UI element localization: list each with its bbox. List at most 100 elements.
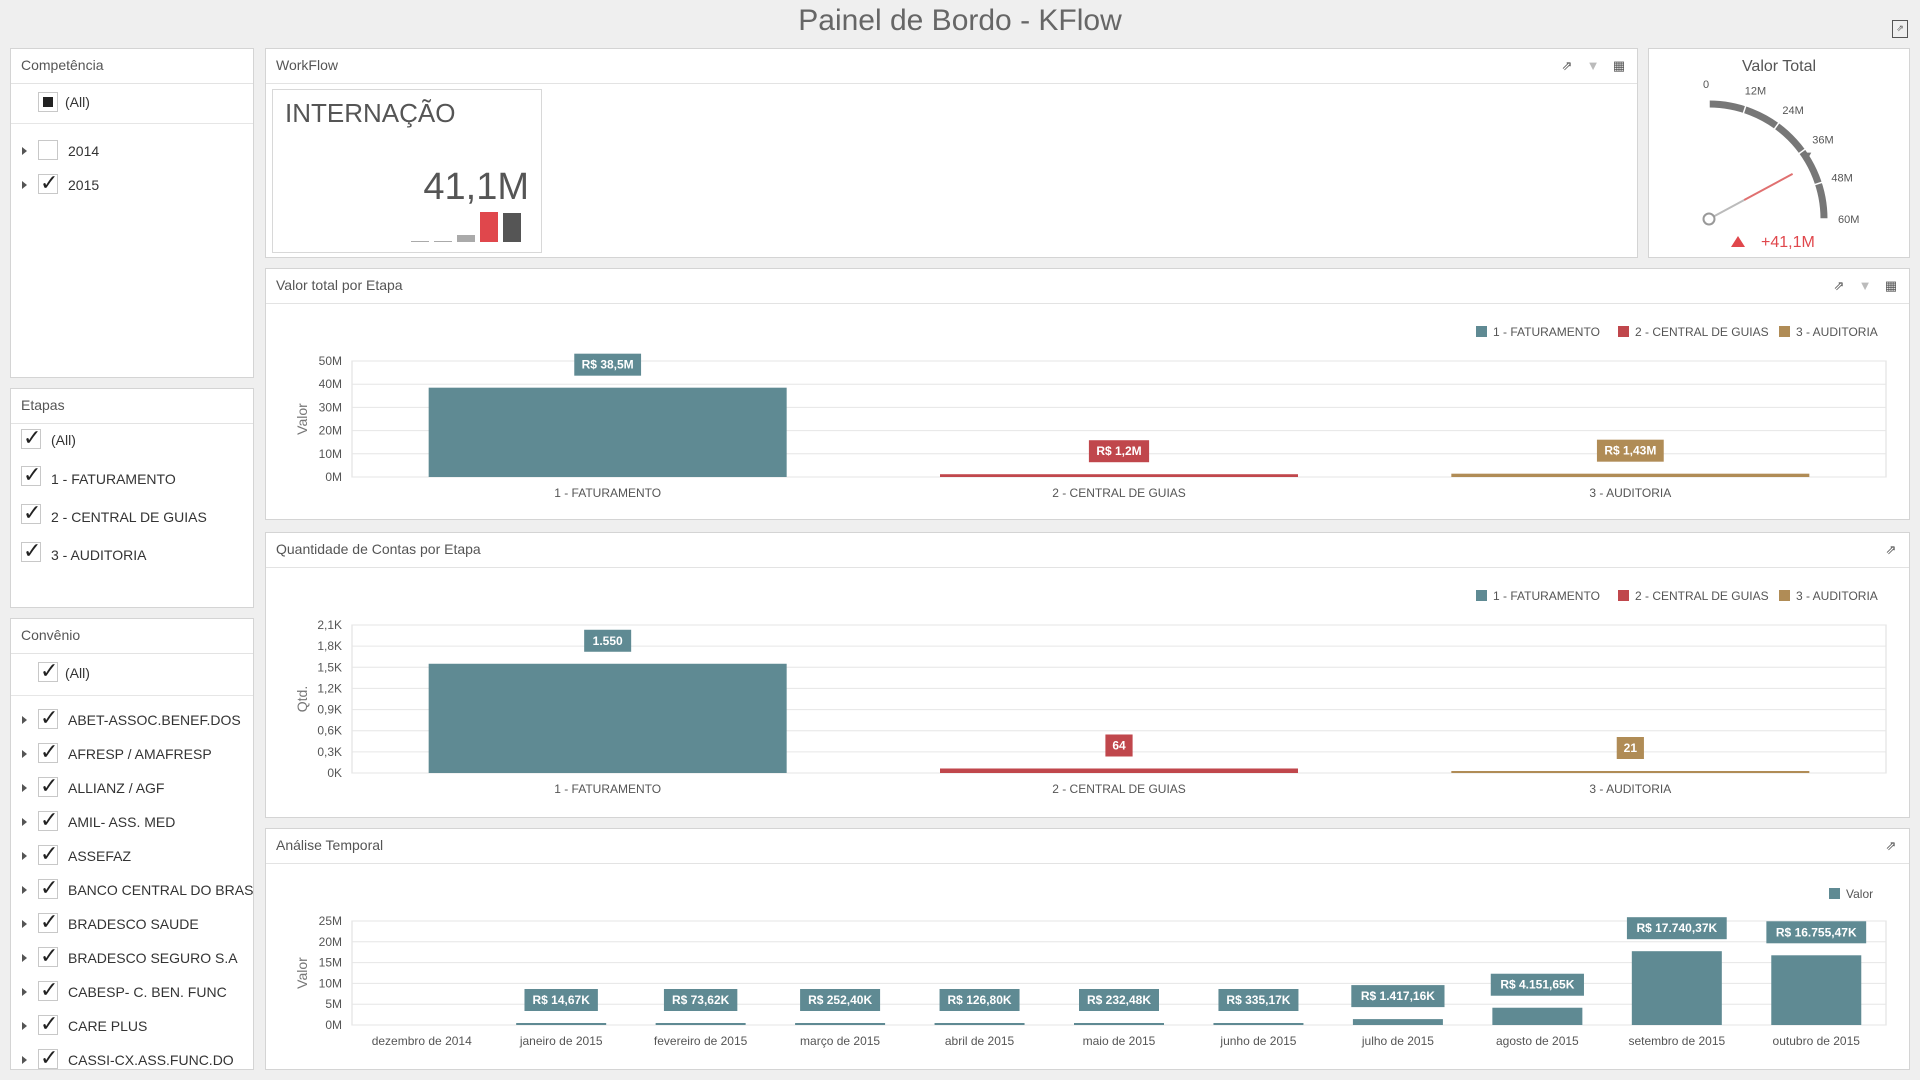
x-tick-label: 2 - CENTRAL DE GUIAS <box>1052 782 1186 796</box>
gauge-title: Valor Total <box>1741 58 1817 75</box>
y-axis-label: Qtd. <box>294 686 310 712</box>
legend-auditoria[interactable]: 3 - AUDITORIA <box>1779 589 1878 603</box>
competencia-2015-label: 2015 <box>68 177 100 193</box>
export-icon[interactable]: ⇗ <box>1561 58 1573 73</box>
etapas-all-checkbox[interactable] <box>21 426 41 451</box>
convenio-checkbox[interactable] <box>38 808 58 833</box>
etapa-central-checkbox[interactable] <box>21 501 41 526</box>
competencia-2014-label: 2014 <box>68 143 100 159</box>
y-tick-label: 10M <box>319 447 342 461</box>
convenio-checkbox[interactable] <box>38 740 58 765</box>
expand-convenio-icon[interactable] <box>22 988 27 996</box>
filter-icon[interactable]: ▼ <box>1858 278 1872 293</box>
grid-view-icon[interactable]: ▦ <box>1612 58 1626 73</box>
convenio-checkbox[interactable] <box>38 978 58 1003</box>
convenio-title: Convênio <box>21 627 81 643</box>
convenio-all-checkbox[interactable] <box>38 659 58 684</box>
convenio-label: BRADESCO SAUDE <box>68 916 199 932</box>
etapas-filter: Etapas (All) 1 - FATURAMENTO 2 - CENTRAL… <box>10 388 254 608</box>
legend-valor[interactable]: Valor <box>1829 887 1873 901</box>
temporal-panel: Análise Temporal ⇗ Valor 0M 5M 10M 15M 20M 25… <box>265 828 1910 1070</box>
export-icon[interactable]: ⇗ <box>1833 278 1845 293</box>
export-dashboard-icon[interactable]: ⇗ <box>1892 20 1908 38</box>
bar <box>1451 771 1810 773</box>
convenio-label: AFRESP / AMAFRESP <box>68 746 212 762</box>
bar <box>1631 951 1722 1025</box>
expand-2015-icon[interactable] <box>22 181 27 189</box>
etapa-auditoria-checkbox[interactable] <box>21 539 41 564</box>
expand-convenio-icon[interactable] <box>22 1022 27 1030</box>
convenio-label: ASSEFAZ <box>68 848 132 864</box>
bar <box>516 1023 607 1025</box>
expand-convenio-icon[interactable] <box>22 852 27 860</box>
x-tick-label: fevereiro de 2015 <box>654 1034 748 1048</box>
convenio-checkbox[interactable] <box>38 1012 58 1037</box>
gauge: 0 12M 24M 36M 48M 60M +41,1M <box>1702 79 1859 251</box>
gauge-tick <box>1798 148 1806 155</box>
x-tick-label: junho de 2015 <box>1219 1034 1296 1048</box>
gauge-needle-value <box>1743 173 1794 201</box>
expand-convenio-icon[interactable] <box>22 954 27 962</box>
data-label: R$ 126,80K <box>948 993 1012 1007</box>
expand-convenio-icon[interactable] <box>22 1056 27 1064</box>
data-label: R$ 232,48K <box>1087 993 1151 1007</box>
competencia-all-checkbox[interactable] <box>38 92 58 112</box>
data-label-box <box>1218 989 1299 1011</box>
legend-central[interactable]: 2 - CENTRAL DE GUIAS <box>1618 589 1769 603</box>
expand-2014-icon[interactable] <box>22 147 27 155</box>
expand-convenio-icon[interactable] <box>22 716 27 724</box>
internacao-card[interactable]: INTERNAÇÃO 41,1M <box>272 89 542 253</box>
y-tick-label: 20M <box>319 935 342 949</box>
valor-etapa-panel: Valor total por Etapa ⇗ ▼ ▦ 1 - FATURAME… <box>265 268 1910 520</box>
export-icon[interactable]: ⇗ <box>1885 542 1897 557</box>
bar <box>940 768 1298 773</box>
convenio-checkbox[interactable] <box>38 876 58 901</box>
legend-faturamento[interactable]: 1 - FATURAMENTO <box>1476 325 1600 339</box>
data-label-box <box>1766 921 1867 944</box>
convenio-label: CARE PLUS <box>68 1018 148 1034</box>
convenio-label: ABET-ASSOC.BENEF.DOS <box>68 712 241 728</box>
convenio-checkbox[interactable] <box>38 842 58 867</box>
gauge-needle <box>1708 199 1745 220</box>
legend-faturamento[interactable]: 1 - FATURAMENTO <box>1476 589 1600 603</box>
y-tick-label: 50M <box>319 354 342 368</box>
grid-view-icon[interactable]: ▦ <box>1884 278 1898 293</box>
data-label-box <box>663 989 738 1011</box>
legend-central[interactable]: 2 - CENTRAL DE GUIAS <box>1618 325 1769 339</box>
competencia-2014-checkbox[interactable] <box>38 140 58 160</box>
expand-convenio-icon[interactable] <box>22 818 27 826</box>
convenio-checkbox[interactable] <box>38 1046 58 1069</box>
gauge-pivot <box>1702 212 1716 226</box>
data-label-box <box>1596 439 1664 462</box>
export-icon[interactable]: ⇗ <box>1885 838 1897 853</box>
competencia-2015-checkbox[interactable] <box>38 171 58 196</box>
y-tick-label: 20M <box>319 424 342 438</box>
data-label: 1.550 <box>593 634 623 648</box>
x-tick-label: maio de 2015 <box>1083 1034 1156 1048</box>
data-label: R$ 252,40K <box>808 993 872 1007</box>
gauge-tick-label: 0 <box>1703 79 1709 91</box>
convenio-checkbox[interactable] <box>38 910 58 935</box>
y-tick-label: 0,3K <box>317 745 342 759</box>
data-label-box <box>1088 440 1150 463</box>
gauge-delta: +41,1M <box>1761 234 1815 251</box>
expand-convenio-icon[interactable] <box>22 920 27 928</box>
legend-auditoria[interactable]: 3 - AUDITORIA <box>1779 325 1878 339</box>
convenio-checkbox[interactable] <box>38 706 58 731</box>
x-tick-label: 3 - AUDITORIA <box>1589 486 1671 500</box>
gauge-tick <box>1742 105 1747 114</box>
etapa-faturamento-checkbox[interactable] <box>21 463 41 488</box>
expand-convenio-icon[interactable] <box>22 784 27 792</box>
sparkline-bar <box>434 241 452 242</box>
expand-convenio-icon[interactable] <box>22 886 27 894</box>
convenio-checkbox[interactable] <box>38 944 58 969</box>
expand-convenio-icon[interactable] <box>22 750 27 758</box>
data-label: R$ 38,5M <box>582 358 634 372</box>
x-tick-label: 2 - CENTRAL DE GUIAS <box>1052 486 1186 500</box>
filter-icon[interactable]: ▼ <box>1586 58 1600 73</box>
qtd-etapa-title: Quantidade de Contas por Etapa <box>276 541 481 557</box>
data-label: R$ 1,2M <box>1096 444 1141 458</box>
convenio-checkbox[interactable] <box>38 774 58 799</box>
etapas-all-label: (All) <box>51 432 76 448</box>
gauge-tick <box>1773 122 1780 130</box>
